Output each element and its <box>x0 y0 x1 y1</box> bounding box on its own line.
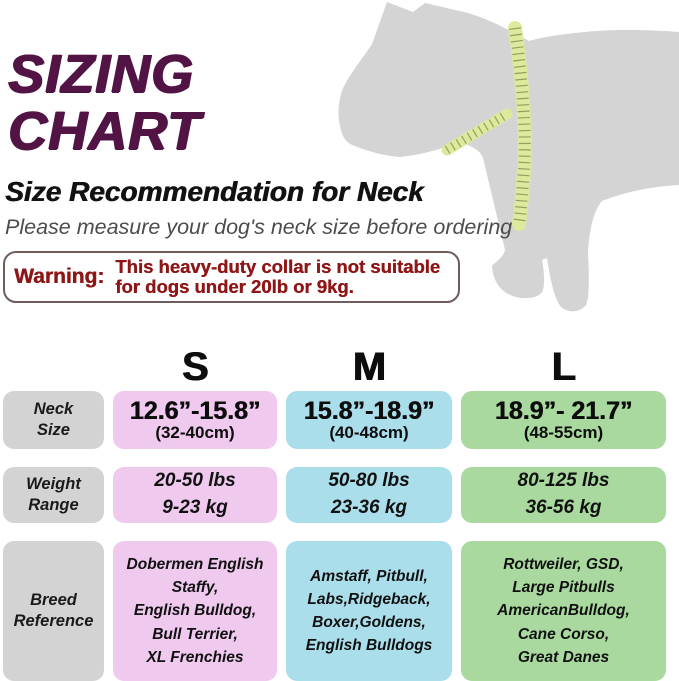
row-label-breed-reference: Breed Reference <box>3 541 104 681</box>
dog-silhouette-illustration <box>335 0 679 320</box>
weight-range-cell-l: 80-125 lbs 36-56 kg <box>461 467 666 523</box>
warning-label: Warning: <box>14 265 105 288</box>
page-title: SIZING CHART <box>8 44 201 162</box>
neck-size-m-inches: 15.8”-18.9” <box>303 396 435 425</box>
neck-size-cell-s: 12.6”-15.8” (32-40cm) <box>113 391 277 449</box>
measuring-tape-diagonal-ticks <box>444 110 510 154</box>
column-header-l: L <box>551 345 576 389</box>
weight-range-cell-s: 20-50 lbs 9-23 kg <box>113 467 277 523</box>
neck-size-s-cm: (32-40cm) <box>155 422 235 442</box>
neck-size-l-inches: 18.9”- 21.7” <box>494 396 633 425</box>
column-header-m: M <box>352 345 386 389</box>
header-spacer <box>3 331 104 373</box>
row-label-neck-size: Neck Size <box>3 391 104 449</box>
page-title-line1: SIZING <box>8 44 195 104</box>
dog-body-shape <box>338 2 679 312</box>
measure-note: Please measure your dog's neck size befo… <box>5 215 513 239</box>
breed-reference-cell-s: Dobermen English Staffy, English Bulldog… <box>113 541 277 681</box>
breed-reference-cell-l: Rottweiler, GSD, Large Pitbulls American… <box>461 541 666 681</box>
neck-size-l-cm: (48-55cm) <box>523 422 604 442</box>
weight-range-cell-m: 50-80 lbs 23-36 kg <box>286 467 452 523</box>
warning-box: Warning: This heavy-duty collar is not s… <box>3 251 460 303</box>
breed-reference-cell-m: Amstaff, Pitbull, Labs,Ridgeback, Boxer,… <box>286 541 452 681</box>
row-label-weight-range: Weight Range <box>3 467 104 523</box>
page-subtitle: Size Recommendation for Neck <box>5 176 424 207</box>
page-title-line2: CHART <box>8 101 201 162</box>
measuring-tape-icon <box>508 21 532 231</box>
warning-message: This heavy-duty collar is not suitable f… <box>115 255 441 297</box>
neck-size-cell-l: 18.9”- 21.7” (48-55cm) <box>461 391 666 449</box>
neck-size-cell-m: 15.8”-18.9” (40-48cm) <box>286 391 452 449</box>
size-table: S M L Neck Size 12.6”-15.8” (32-40cm) 15… <box>3 331 679 681</box>
dog-with-measuring-tape-icon <box>338 2 679 312</box>
neck-size-s-inches: 12.6”-15.8” <box>129 396 261 425</box>
column-header-s: S <box>181 345 209 389</box>
neck-size-m-cm: (40-48cm) <box>329 422 409 442</box>
